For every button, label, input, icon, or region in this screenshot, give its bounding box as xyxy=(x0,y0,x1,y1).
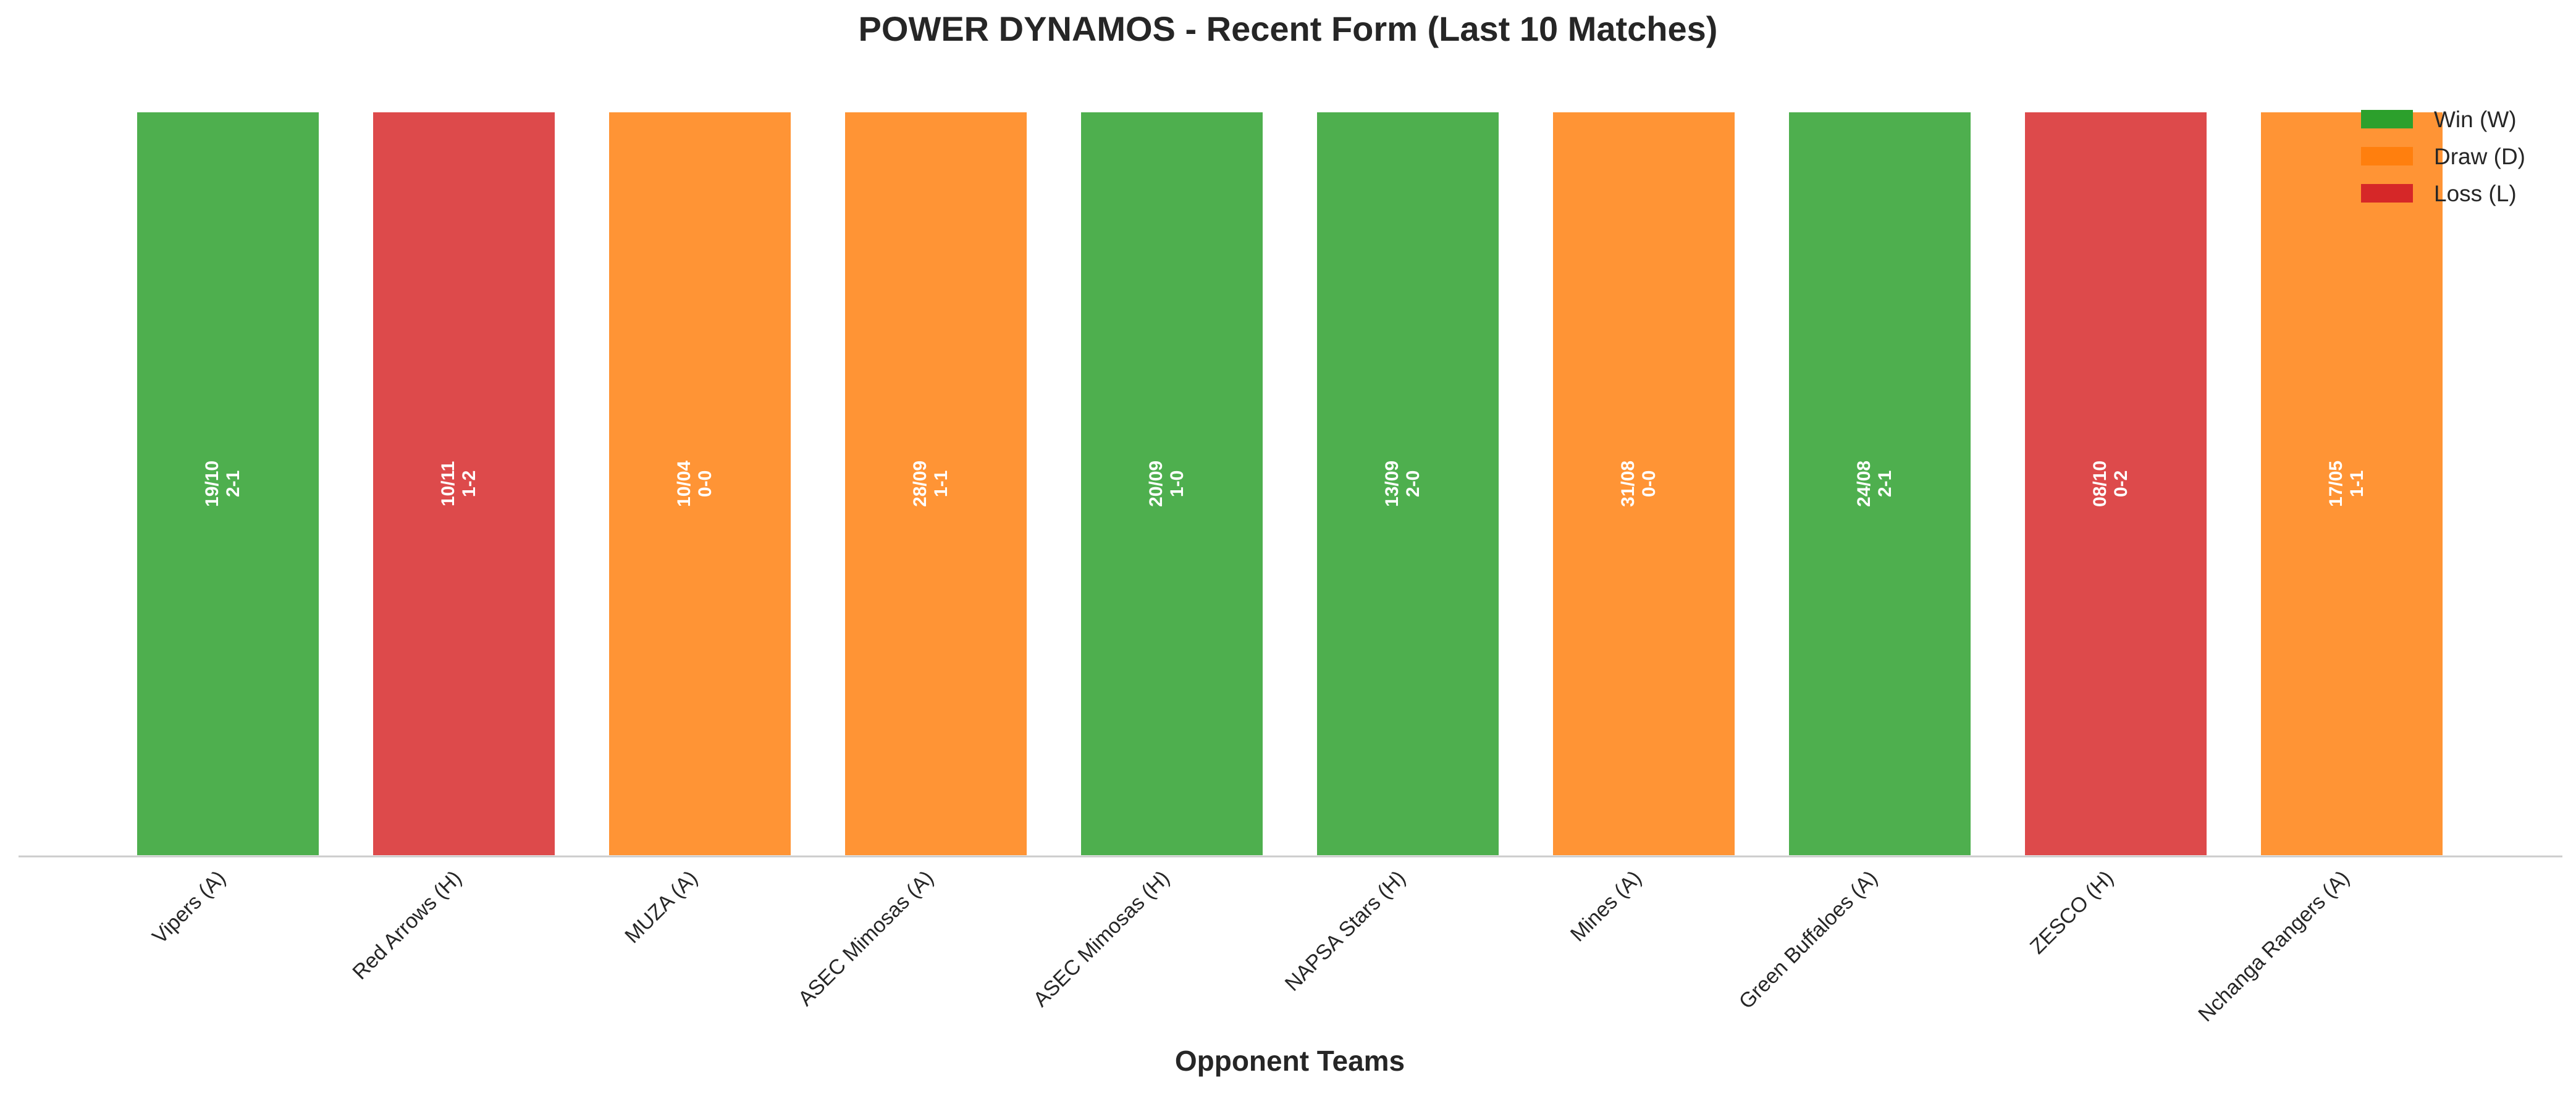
x-axis-label: Opponent Teams xyxy=(1175,1045,1405,1077)
x-tick-label: Mines (A) xyxy=(1566,866,1646,947)
legend-label: Draw (D) xyxy=(2434,144,2525,169)
bar-date-label: 08/10 xyxy=(2090,461,2110,507)
legend-swatch xyxy=(2361,110,2413,128)
bar-date-label: 28/09 xyxy=(910,461,930,507)
bar-4 xyxy=(843,109,1029,858)
bar-1 xyxy=(135,109,321,858)
x-tick-label: MUZA (A) xyxy=(620,866,702,948)
x-tick-labels: Vipers (A) Red Arrows (H) MUZA (A) ASEC Mim… xyxy=(148,866,2354,1026)
x-tick-label: ASEC Mimosas (A) xyxy=(794,866,938,1011)
bar-score-label: 2-0 xyxy=(1403,471,1423,497)
bar-score-label: 2-1 xyxy=(1875,471,1895,497)
legend-swatch xyxy=(2361,184,2413,203)
bar-score-label: 1-1 xyxy=(2347,471,2367,497)
bar-date-label: 19/10 xyxy=(202,461,222,507)
x-tick-label: Nchanga Rangers (A) xyxy=(2194,866,2354,1026)
bar-6 xyxy=(1315,109,1501,858)
bar-date-label: 17/05 xyxy=(2326,461,2346,507)
bar-score-label: 1-1 xyxy=(931,471,951,497)
bar-score-label: 1-2 xyxy=(459,471,479,497)
bar-date-label: 31/08 xyxy=(1618,461,1638,507)
bar-date-label: 24/08 xyxy=(1854,461,1874,507)
legend: Win (W) Draw (D) Loss (L) xyxy=(2361,107,2525,206)
x-tick-label: NAPSA Stars (H) xyxy=(1281,866,1410,996)
x-tick-label: ASEC Mimosas (H) xyxy=(1029,866,1174,1011)
x-tick-label: Green Buffaloes (A) xyxy=(1735,866,1882,1014)
bar-5 xyxy=(1079,109,1265,858)
bar-score-label: 0-0 xyxy=(695,471,715,497)
bar-score-label: 0-0 xyxy=(1639,471,1659,497)
bars-layer: 19/10 2-1 10/11 1-2 10/04 0-0 28/09 1-1 20/09 1-0… xyxy=(135,109,2445,858)
x-tick-label: ZESCO (H) xyxy=(2026,866,2118,959)
bar-3 xyxy=(607,109,793,858)
chart-title: POWER DYNAMOS - Recent Form (Last 10 Mat… xyxy=(859,9,1718,48)
legend-swatch xyxy=(2361,147,2413,165)
bar-8 xyxy=(1787,109,1973,858)
bar-date-label: 10/11 xyxy=(438,461,458,506)
x-tick-label: Vipers (A) xyxy=(148,866,230,948)
bar-2 xyxy=(371,109,557,858)
bar-10 xyxy=(2258,109,2445,858)
legend-label: Loss (L) xyxy=(2434,181,2517,206)
legend-label: Win (W) xyxy=(2434,107,2517,132)
bar-date-label: 20/09 xyxy=(1146,461,1166,507)
bar-score-label: 2-1 xyxy=(223,471,243,497)
bar-date-label: 13/09 xyxy=(1382,461,1402,507)
bar-date-label: 10/04 xyxy=(674,461,694,507)
x-tick-label: Red Arrows (H) xyxy=(348,866,466,984)
bar-score-label: 1-0 xyxy=(1167,471,1187,497)
bar-score-label: 0-2 xyxy=(2111,471,2131,497)
